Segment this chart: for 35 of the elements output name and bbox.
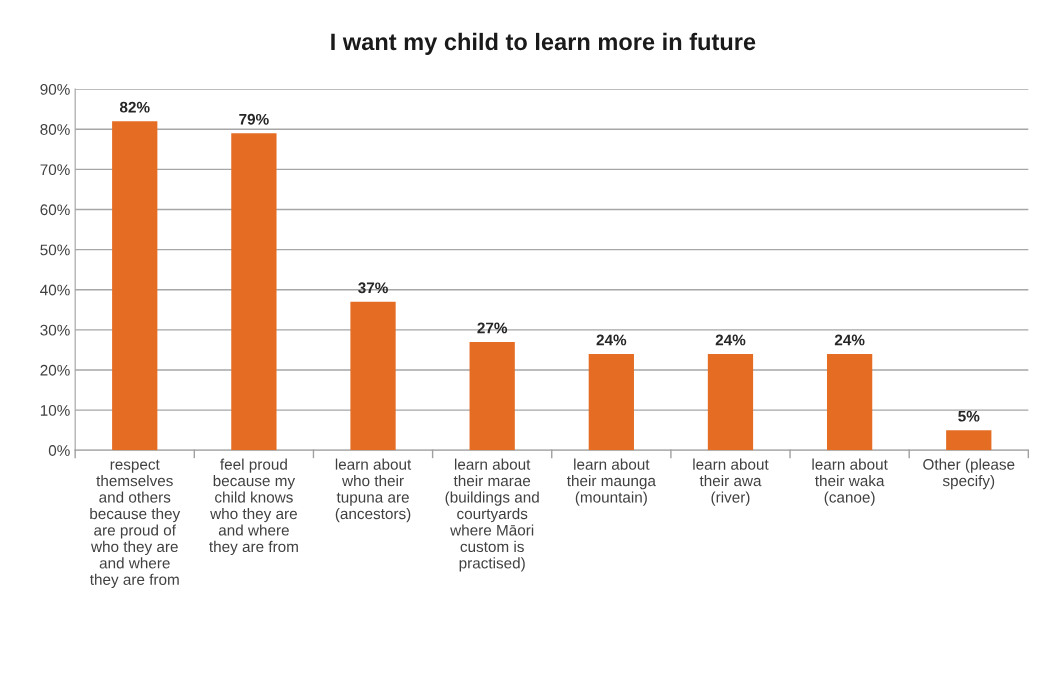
- y-tick-label: 20%: [40, 364, 70, 376]
- bar: [946, 430, 992, 451]
- x-tick-label: feel proud because my child knows who they are and where they are from: [209, 458, 298, 556]
- x-tick-label: respect themselves and others because they are proud of who they are and where they are from: [89, 459, 181, 588]
- y-tick-label: 70%: [40, 164, 70, 176]
- y-tick-label: 60%: [40, 204, 70, 216]
- y-tick-label: 80%: [40, 124, 70, 135]
- data-label: 27%: [477, 322, 508, 334]
- bar: [112, 121, 158, 451]
- bar: [469, 341, 515, 451]
- y-tick-label: 40%: [40, 284, 70, 296]
- y-tick-label: 0%: [48, 445, 70, 456]
- bar: [826, 353, 873, 451]
- x-tick-label: learn about their maunga (mountain): [566, 458, 656, 506]
- x-tick-label: Other (please specify): [923, 458, 1015, 490]
- data-label: 5%: [958, 410, 980, 422]
- data-label: 79%: [239, 113, 269, 125]
- data-label: 24%: [834, 334, 865, 346]
- data-label: 82%: [119, 101, 150, 113]
- bar: [350, 301, 396, 451]
- y-tick-label: 90%: [40, 83, 70, 95]
- x-tick-label: learn about their marae (buildings and courtyards where Māori custom is practised): [445, 458, 539, 572]
- x-tick-label: learn about their awa (river): [693, 458, 769, 506]
- y-tick-label: 50%: [40, 244, 70, 256]
- chart-title: I want my child to learn more in future: [331, 32, 756, 55]
- y-tick-label: 30%: [40, 324, 70, 336]
- data-label: 37%: [358, 282, 388, 294]
- bar: [588, 353, 634, 451]
- data-label: 24%: [596, 334, 627, 346]
- data-label: 24%: [715, 334, 746, 346]
- x-tick-label: learn about their waka (canoe): [812, 458, 888, 506]
- bar: [707, 353, 754, 451]
- bar: [231, 133, 277, 451]
- x-tick-label: learn about who their tupuna are (ancestors): [335, 458, 412, 523]
- y-tick-label: 10%: [40, 404, 70, 416]
